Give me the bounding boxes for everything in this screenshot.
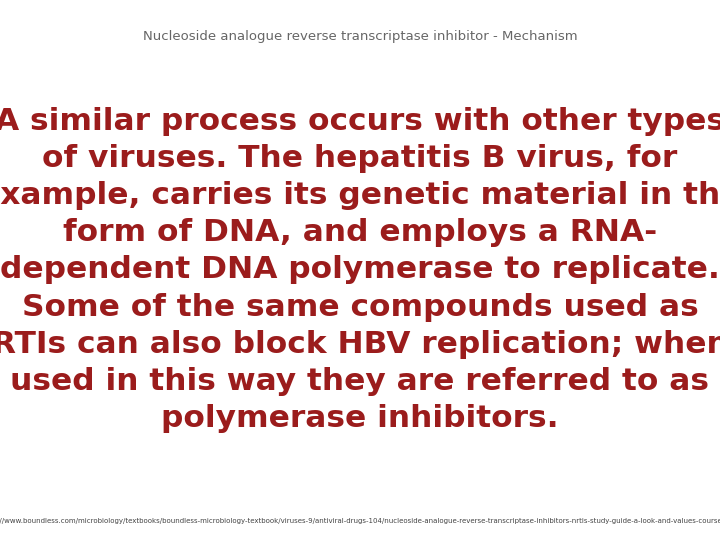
Text: A similar process occurs with other types
of viruses. The hepatitis B virus, for: A similar process occurs with other type… [0, 107, 720, 433]
Text: https://www.boundless.com/microbiology/textbooks/boundless-microbiology-textbook: https://www.boundless.com/microbiology/t… [0, 518, 720, 524]
Text: Nucleoside analogue reverse transcriptase inhibitor - Mechanism: Nucleoside analogue reverse transcriptas… [143, 30, 577, 43]
